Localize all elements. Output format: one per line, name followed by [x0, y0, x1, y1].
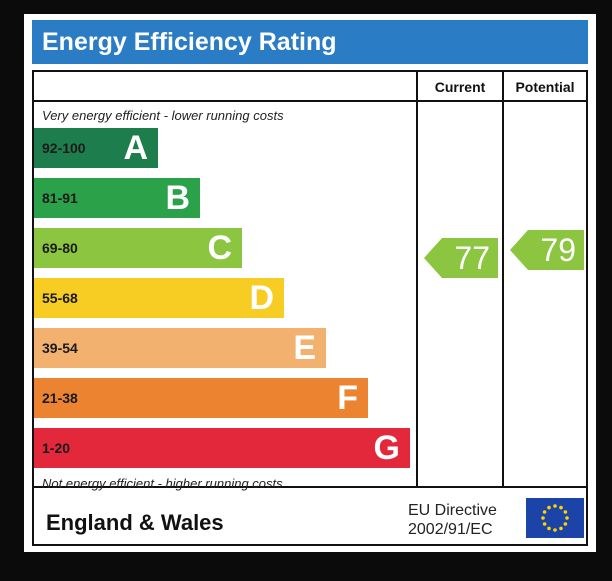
eu-star-icon [542, 522, 547, 526]
band-range-label: 92-100 [42, 140, 86, 156]
eu-star-icon [547, 505, 551, 510]
band-letter-label: A [123, 128, 148, 167]
band-letter-label: C [207, 228, 232, 267]
band-letter-label: B [165, 178, 190, 217]
directive-line-1: EU Directive [408, 502, 497, 519]
potential-rating-arrow: 79 [510, 230, 584, 270]
band-b: 81-91 B [34, 178, 200, 218]
bottom-caption: Not energy efficient - higher running co… [42, 476, 283, 491]
eu-star-icon [563, 522, 568, 526]
eu-star-icon [547, 526, 551, 531]
band-a: 92-100 A [34, 128, 158, 168]
band-range-label: 69-80 [42, 240, 78, 256]
band-range-label: 81-91 [42, 190, 78, 206]
top-caption: Very energy efficient - lower running co… [42, 108, 284, 123]
rating-grid: Current Potential Very energy efficient … [32, 70, 588, 546]
band-letter-label: F [337, 378, 358, 417]
energy-rating-card: Energy Efficiency Rating Current Potenti… [24, 14, 596, 552]
eu-star-icon [553, 504, 557, 508]
eu-star-icon [559, 526, 563, 531]
chart-title: Energy Efficiency Rating [32, 20, 588, 64]
eu-star-icon [565, 516, 569, 520]
current-rating-arrow: 77 [424, 238, 498, 278]
column-header-current: Current [434, 79, 486, 95]
band-letter-label: G [373, 428, 400, 467]
header-divider [34, 100, 586, 102]
eu-star-icon [563, 510, 568, 514]
eu-star-icon [541, 516, 545, 520]
divider-current [416, 72, 418, 486]
band-range-label: 39-54 [42, 340, 78, 356]
directive-line-2: 2002/91/EC [408, 521, 493, 538]
band-range-label: 55-68 [42, 290, 78, 306]
eu-star-icon [559, 505, 563, 510]
column-header-potential: Potential [515, 79, 575, 95]
divider-potential [502, 72, 504, 486]
eu-directive: EU Directive 2002/91/EC [408, 501, 497, 539]
band-letter-label: E [293, 328, 316, 367]
eu-flag-icon [526, 498, 584, 538]
band-letter-label: D [249, 278, 274, 317]
band-g: 1-20 G [34, 428, 410, 468]
band-range-label: 1-20 [42, 440, 71, 456]
country-label: England & Wales [46, 510, 224, 535]
footer-divider [34, 486, 586, 488]
band-f: 21-38 F [34, 378, 368, 418]
band-range-label: 21-38 [42, 390, 78, 406]
eu-star-icon [542, 510, 547, 514]
band-c: 69-80 C [34, 228, 242, 268]
band-e: 39-54 E [34, 328, 326, 368]
band-d: 55-68 D [34, 278, 284, 318]
eu-star-icon [553, 528, 557, 532]
